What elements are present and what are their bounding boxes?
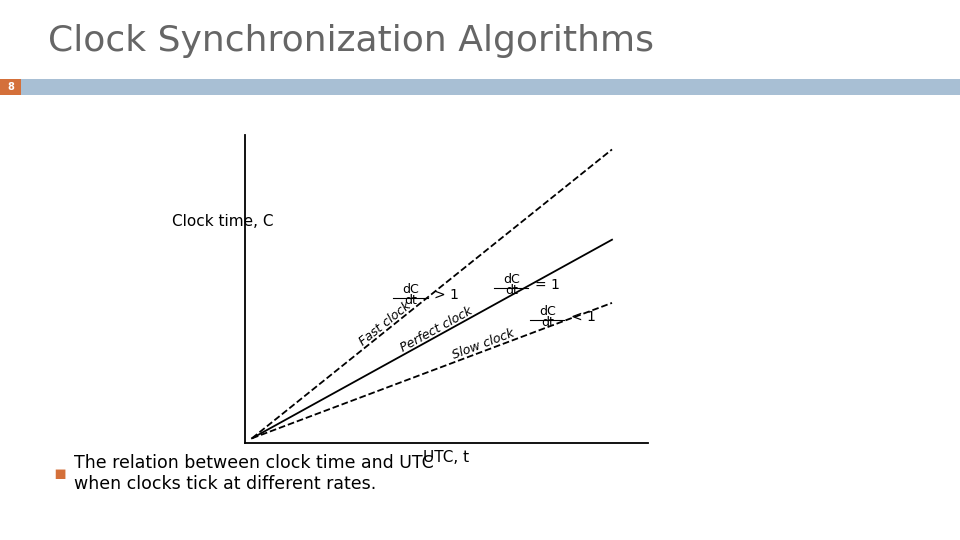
- Text: dC
dt: dC dt: [503, 273, 519, 298]
- Text: < 1: < 1: [571, 310, 596, 325]
- Text: Slow clock: Slow clock: [451, 327, 516, 362]
- Text: = 1: = 1: [536, 279, 560, 292]
- Text: dC
dt: dC dt: [539, 305, 556, 329]
- Text: > 1: > 1: [434, 288, 459, 302]
- Text: dC
dt: dC dt: [402, 283, 419, 307]
- Text: Clock time, C: Clock time, C: [172, 214, 274, 228]
- Text: 8: 8: [7, 82, 14, 92]
- Text: ▪: ▪: [53, 464, 66, 483]
- Text: Perfect clock: Perfect clock: [397, 304, 474, 354]
- X-axis label: UTC, t: UTC, t: [423, 450, 469, 465]
- Text: The relation between clock time and UTC: The relation between clock time and UTC: [74, 454, 434, 472]
- Text: Clock Synchronization Algorithms: Clock Synchronization Algorithms: [48, 24, 654, 58]
- Text: when clocks tick at different rates.: when clocks tick at different rates.: [74, 475, 376, 494]
- Text: Fast clock: Fast clock: [356, 299, 413, 348]
